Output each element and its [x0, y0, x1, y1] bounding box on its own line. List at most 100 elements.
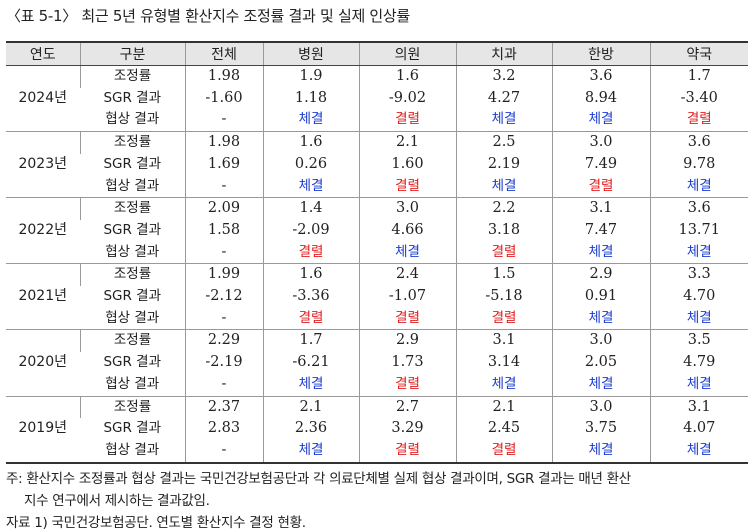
header-total: 전체 [184, 41, 263, 66]
table-row: 2021년 조정률 1.99 1.6 2.4 1.5 2.9 3.3 [6, 263, 748, 330]
value-cell: 3.2 [455, 65, 552, 88]
table-row: SGR 결과 -2.12 -3.36 -1.07 -5.18 0.91 4.70 [6, 286, 748, 308]
table-row: 협상 결과 - 체결 결렬 체결 결렬 체결 [6, 175, 748, 198]
value-cell: 결렬 [262, 307, 359, 330]
value-cell: - [184, 373, 263, 397]
value-cell: 3.0 [551, 131, 650, 154]
row-label: 조정률 [79, 65, 185, 88]
value-cell: 3.14 [455, 352, 552, 374]
row-label: 협상 결과 [105, 309, 160, 326]
value-cell: 3.5 [649, 329, 748, 353]
year-cell: 2023년 [6, 131, 80, 198]
value-cell: 결렬 [455, 439, 552, 464]
value-cell: 1.98 [184, 131, 263, 154]
year-cell: 2019년 [6, 395, 80, 464]
row-label: SGR 결과 [103, 155, 162, 172]
year-cell: 2022년 [6, 197, 80, 264]
value-cell: 3.0 [551, 329, 650, 353]
value-cell: 2.05 [551, 352, 650, 374]
value-cell: 3.0 [551, 395, 650, 419]
value-cell: 7.47 [551, 219, 650, 242]
value-cell: 체결 [455, 109, 552, 132]
value-cell: - [184, 175, 263, 198]
header-clinic: 의원 [358, 41, 456, 66]
value-cell: 체결 [649, 307, 748, 330]
header-pharmacy: 약국 [649, 41, 748, 66]
row-label: SGR 결과 [103, 89, 162, 106]
value-cell: -2.12 [184, 286, 263, 308]
table-row: 2023년 조정률 1.98 1.6 2.1 2.5 3.0 3.6 [6, 131, 748, 198]
row-label: 협상 결과 [105, 111, 160, 128]
value-cell: 3.6 [649, 131, 748, 154]
value-cell: 1.58 [184, 219, 263, 242]
value-cell: 3.29 [358, 418, 456, 440]
value-cell: 4.79 [649, 352, 748, 374]
table-row: SGR 결과 2.83 2.36 3.29 2.45 3.75 4.07 [6, 418, 748, 440]
value-cell: -9.02 [358, 87, 456, 110]
value-cell: 체결 [262, 109, 359, 132]
value-cell: 2.1 [455, 395, 552, 419]
value-cell: 1.9 [262, 65, 359, 88]
row-label: 조정률 [79, 131, 185, 154]
table-caption: 〈표 5-1〉 최근 5년 유형별 환산지수 조정률 결과 및 실제 인상률 [6, 7, 410, 25]
row-label: 협상 결과 [80, 439, 185, 464]
year-cell: 2020년 [6, 329, 80, 397]
value-cell: 2.36 [262, 418, 359, 440]
value-cell: -2.09 [262, 219, 359, 242]
value-cell: 3.1 [455, 329, 552, 353]
value-cell: 3.1 [551, 197, 650, 220]
source-note: 자료 1) 국민건강보험공단. 연도별 환산지수 결정 현황. [6, 515, 306, 531]
value-cell: 체결 [551, 241, 650, 264]
value-cell: 0.26 [262, 153, 359, 176]
header-dental: 치과 [455, 41, 552, 66]
value-cell: 2.19 [455, 153, 552, 176]
value-cell: 결렬 [455, 307, 552, 330]
value-cell: -1.07 [358, 286, 456, 308]
value-cell: 체결 [262, 175, 359, 198]
table-row: 협상 결과 - 결렬 체결 결렬 체결 체결 [6, 241, 748, 264]
value-cell: 2.9 [551, 263, 650, 287]
value-cell: 3.18 [455, 219, 552, 242]
row-label: 협상 결과 [105, 177, 160, 194]
table-row: SGR 결과 1.69 0.26 1.60 2.19 7.49 9.78 [6, 153, 748, 176]
value-cell: 체결 [551, 109, 650, 132]
row-label: 협상 결과 [105, 243, 160, 260]
value-cell: -3.40 [649, 87, 748, 110]
value-cell: 3.0 [358, 197, 456, 220]
table-row: 협상 결과 - 체결 결렬 결렬 체결 체결 [6, 439, 748, 464]
value-cell: 체결 [551, 373, 650, 397]
header-year: 연도 [6, 41, 80, 66]
header-category: 구분 [79, 41, 185, 66]
value-cell: 7.49 [551, 153, 650, 176]
row-label: 조정률 [79, 395, 185, 419]
value-cell: 체결 [551, 439, 650, 464]
value-cell: 결렬 [358, 109, 456, 132]
value-cell: 결렬 [262, 241, 359, 264]
value-cell: 2.1 [262, 395, 359, 419]
table-row: 2020년 조정률 2.29 1.7 2.9 3.1 3.0 3.5 [6, 329, 748, 397]
table-row: 협상 결과 - 체결 결렬 체결 체결 체결 [6, 373, 748, 397]
value-cell: - [184, 241, 263, 264]
value-cell: -3.36 [262, 286, 359, 308]
row-label: SGR 결과 [103, 420, 162, 437]
value-cell: 1.18 [262, 87, 359, 110]
table-row: 2024년 조정률 1.98 1.9 1.6 3.2 3.6 1.7 [6, 65, 748, 106]
row-label: 협상 결과 [105, 375, 160, 392]
value-cell: 결렬 [358, 175, 456, 198]
value-cell: 9.78 [649, 153, 748, 176]
table-row: 협상 결과 - 결렬 결렬 결렬 체결 체결 [6, 307, 748, 330]
value-cell: 1.98 [184, 65, 263, 88]
value-cell: -6.21 [262, 352, 359, 374]
value-cell: 1.5 [455, 263, 552, 287]
table-row: 2019년 조정률 2.37 2.1 2.7 2.1 3.0 3.1 [6, 395, 748, 464]
value-cell: 4.27 [455, 87, 552, 110]
value-cell: 1.6 [358, 65, 456, 88]
value-cell: -5.18 [455, 286, 552, 308]
value-cell: 3.6 [649, 197, 748, 220]
value-cell: 1.69 [184, 153, 263, 176]
value-cell: 2.4 [358, 263, 456, 287]
note-line-1: 주: 환산지수 조정률과 협상 결과는 국민건강보험공단과 각 의료단체별 실제… [6, 471, 631, 487]
table-row: SGR 결과 -2.19 -6.21 1.73 3.14 2.05 4.79 [6, 352, 748, 374]
value-cell: 결렬 [551, 175, 650, 198]
value-cell: 1.7 [649, 65, 748, 88]
